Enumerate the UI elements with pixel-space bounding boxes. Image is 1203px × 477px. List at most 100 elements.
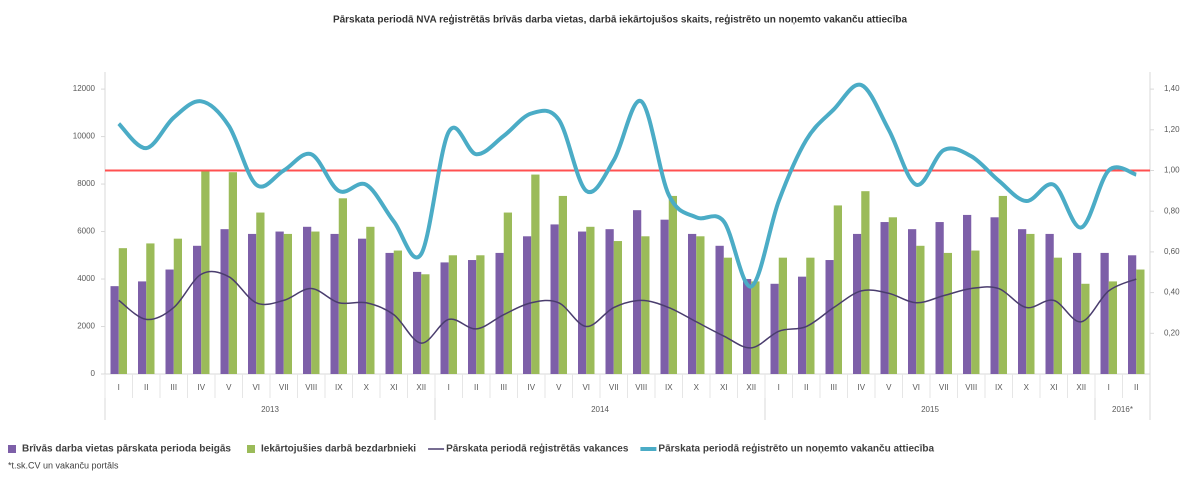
- y-tick-label: 6000: [77, 227, 95, 236]
- bar: [421, 274, 430, 374]
- bar: [173, 238, 182, 374]
- y-tick-label: 0: [91, 369, 96, 378]
- bar: [440, 262, 449, 374]
- bar: [138, 281, 147, 374]
- y-tick-label: 8000: [77, 179, 95, 188]
- x-tick-label: IV: [527, 383, 535, 392]
- bar: [723, 257, 732, 374]
- bar: [476, 255, 485, 374]
- bar: [990, 217, 999, 374]
- bar: [495, 252, 504, 374]
- group-label: 2014: [591, 405, 609, 414]
- bar: [531, 174, 540, 374]
- x-tick-label: III: [500, 383, 507, 392]
- bar: [248, 233, 257, 374]
- x-tick-label: XI: [1050, 383, 1058, 392]
- y2-tick-label: 0,80: [1164, 206, 1180, 215]
- bar: [586, 226, 595, 374]
- y2-tick-label: 1,00: [1164, 166, 1180, 175]
- bar: [550, 224, 559, 374]
- bar: [963, 214, 972, 374]
- bar: [633, 210, 642, 374]
- x-tick-label: VII: [279, 383, 289, 392]
- bar: [256, 212, 265, 374]
- x-tick-label: IX: [335, 383, 343, 392]
- bar: [385, 252, 394, 374]
- x-tick-label: II: [144, 383, 148, 392]
- bar: [696, 236, 705, 374]
- y-tick-label: 12000: [73, 84, 96, 93]
- bar: [743, 279, 752, 374]
- x-tick-label: VII: [939, 383, 949, 392]
- bar: [220, 229, 229, 374]
- x-tick-label: II: [804, 383, 808, 392]
- bar: [888, 217, 897, 374]
- bar: [228, 172, 237, 374]
- x-tick-label: XI: [720, 383, 728, 392]
- y-tick-label: 10000: [73, 132, 96, 141]
- bar: [146, 243, 155, 374]
- bar: [1081, 283, 1090, 374]
- legend-label: Brīvās darba vietas pārskata perioda bei…: [22, 444, 231, 455]
- bar: [798, 276, 807, 374]
- x-tick-label: IX: [665, 383, 673, 392]
- bar: [1053, 257, 1062, 374]
- x-tick-label: I: [1108, 383, 1110, 392]
- bar: [751, 281, 760, 374]
- legend-swatch: [8, 445, 16, 453]
- bar: [311, 231, 320, 374]
- x-tick-label: IV: [197, 383, 205, 392]
- bar: [971, 250, 980, 374]
- chart-title: Pārskata periodā NVA reģistrētās brīvās …: [333, 13, 908, 26]
- bar: [503, 212, 512, 374]
- x-tick-label: V: [556, 383, 562, 392]
- legend-swatch: [247, 445, 255, 453]
- line: [117, 82, 1137, 289]
- x-tick-label: IV: [857, 383, 865, 392]
- bar: [668, 195, 677, 374]
- bar: [935, 222, 944, 374]
- x-tick-label: VIII: [635, 383, 647, 392]
- bar: [916, 245, 925, 374]
- x-tick-label: III: [170, 383, 177, 392]
- x-tick-label: X: [1024, 383, 1030, 392]
- legend-label: Pārskata periodā reģistrētās vakances: [446, 442, 629, 455]
- bar: [283, 233, 292, 374]
- bar: [1100, 252, 1109, 374]
- bar: [1108, 281, 1117, 374]
- x-tick-label: III: [830, 383, 837, 392]
- bar: [715, 245, 724, 374]
- y2-tick-label: 1,20: [1164, 125, 1180, 134]
- x-tick-label: II: [474, 383, 478, 392]
- x-tick-label: X: [694, 383, 700, 392]
- group-label: 2016*: [1112, 405, 1133, 414]
- group-label: 2013: [261, 405, 279, 414]
- legend-label: Iekārtojušies darbā bezdarbnieki: [261, 444, 416, 455]
- bar: [118, 248, 127, 374]
- bar: [605, 229, 614, 374]
- bar: [1018, 229, 1027, 374]
- bar: [558, 195, 567, 374]
- bar: [193, 245, 202, 374]
- x-tick-label: V: [226, 383, 232, 392]
- x-tick-label: VI: [252, 383, 260, 392]
- bar: [413, 271, 422, 374]
- x-tick-label: VI: [912, 383, 920, 392]
- y-tick-label: 4000: [77, 274, 95, 283]
- bar: [578, 231, 587, 374]
- bar: [1045, 233, 1054, 374]
- bar: [1128, 255, 1137, 374]
- y-tick-label: 2000: [77, 322, 95, 331]
- bar: [275, 231, 284, 374]
- x-tick-label: V: [886, 383, 892, 392]
- footnote: *t.sk.CV un vakanču portāls: [8, 460, 119, 470]
- bar: [303, 226, 312, 374]
- bar: [330, 233, 339, 374]
- bar: [660, 219, 669, 374]
- x-tick-label: VII: [609, 383, 619, 392]
- bar: [880, 222, 889, 374]
- y2-tick-label: 0,20: [1164, 328, 1180, 337]
- bar: [853, 233, 862, 374]
- bar: [641, 236, 650, 374]
